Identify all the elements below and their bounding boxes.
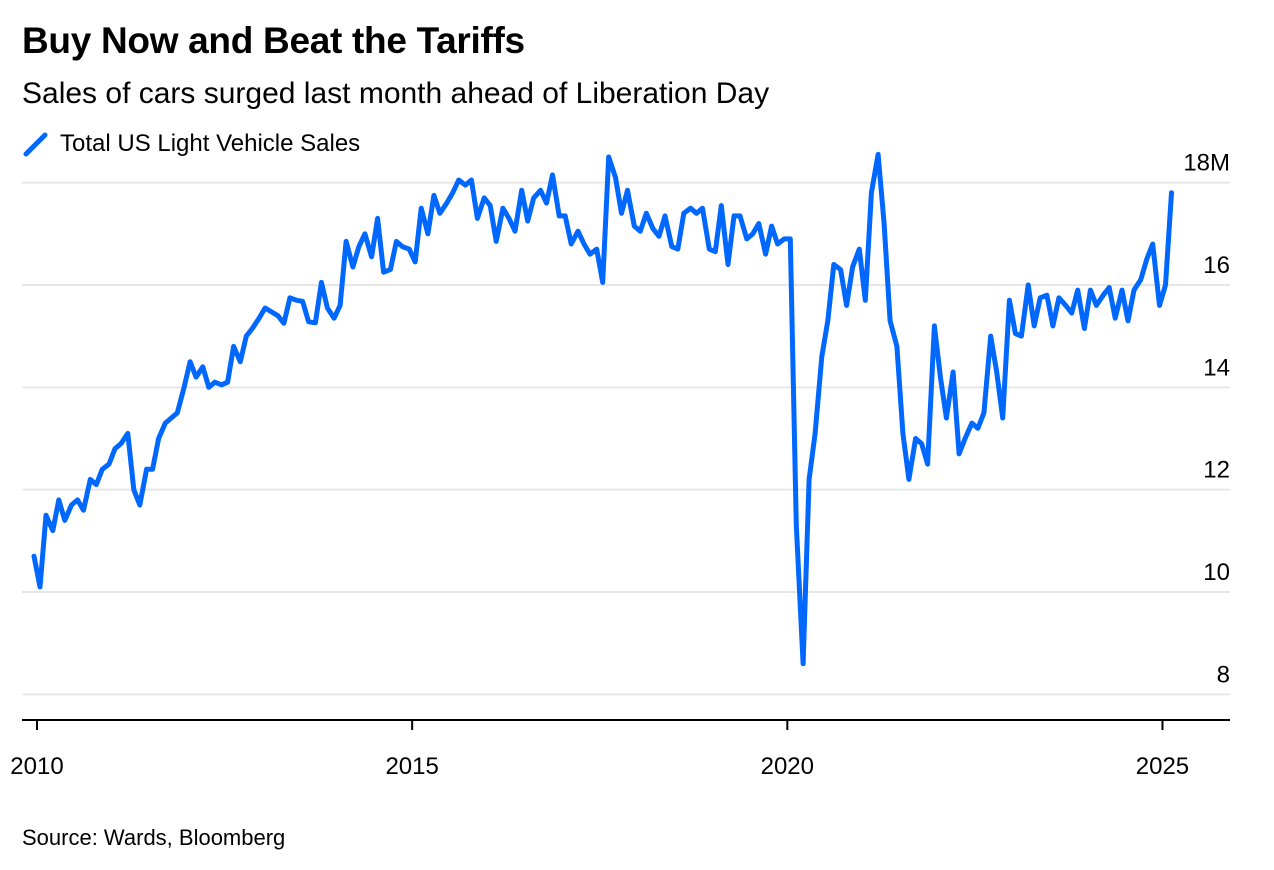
- chart-title: Buy Now and Beat the Tariffs: [22, 20, 525, 61]
- chart-subtitle: Sales of cars surged last month ahead of…: [22, 77, 770, 110]
- y-tick-label-18: 18M: [1183, 150, 1230, 177]
- legend-label: Total US Light Vehicle Sales: [60, 130, 361, 157]
- series-line-0: [31, 151, 1174, 667]
- y-tick-label-8: 8: [1217, 661, 1230, 688]
- y-tick-label-14: 14: [1203, 354, 1230, 381]
- x-tick-label-2025: 2025: [1136, 753, 1189, 780]
- x-tick-label-2010: 2010: [10, 753, 63, 780]
- source-note: Source: Wards, Bloomberg: [22, 825, 286, 850]
- x-tick-label-2020: 2020: [761, 753, 814, 780]
- x-tick-label-2015: 2015: [385, 753, 438, 780]
- legend: Total US Light Vehicle Sales: [22, 130, 360, 158]
- legend-line-icon: [23, 132, 48, 157]
- y-tick-label-12: 12: [1203, 457, 1230, 484]
- y-tick-label-16: 16: [1203, 252, 1230, 279]
- y-tick-label-10: 10: [1203, 559, 1230, 586]
